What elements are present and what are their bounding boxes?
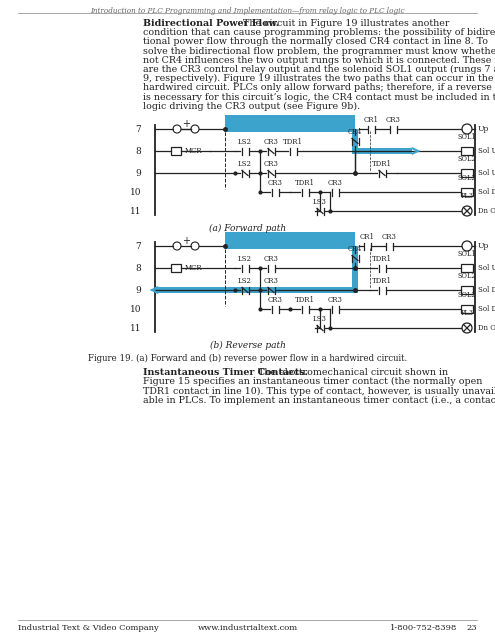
Text: Industrial Text & Video Company: Industrial Text & Video Company <box>18 624 159 632</box>
Text: Sol Up: Sol Up <box>478 147 495 155</box>
Text: SOL2: SOL2 <box>458 291 476 299</box>
Text: Sol Up: Sol Up <box>478 264 495 272</box>
Text: logic driving the CR3 output (see Figure 9b).: logic driving the CR3 output (see Figure… <box>143 102 360 111</box>
Text: LS2: LS2 <box>238 255 252 262</box>
Text: PL3: PL3 <box>460 309 474 317</box>
Text: CR1: CR1 <box>359 233 375 241</box>
Text: +: + <box>182 119 190 129</box>
Text: tional power flow through the normally closed CR4 contact in line 8. To: tional power flow through the normally c… <box>143 37 488 47</box>
Text: CR3: CR3 <box>328 179 343 186</box>
Text: 23: 23 <box>466 624 477 632</box>
Text: Sol Dn: Sol Dn <box>478 305 495 313</box>
Bar <box>461 147 473 155</box>
Text: CR3: CR3 <box>386 116 400 124</box>
Text: SOL2: SOL2 <box>458 155 476 163</box>
Text: hardwired circuit. PLCs only allow forward paths; therefore, if a reverse path: hardwired circuit. PLCs only allow forwa… <box>143 83 495 92</box>
Text: Up: Up <box>478 125 490 133</box>
Bar <box>352 148 412 154</box>
Bar <box>155 287 355 293</box>
Text: solve the bidirectional flow problem, the programmer must know whether or: solve the bidirectional flow problem, th… <box>143 47 495 56</box>
Bar <box>352 246 358 293</box>
Text: 1-800-752-8398: 1-800-752-8398 <box>390 624 457 632</box>
Text: TDR1: TDR1 <box>295 296 315 303</box>
Text: LS2: LS2 <box>238 138 252 145</box>
Text: CR1: CR1 <box>363 116 379 124</box>
Text: CR4: CR4 <box>348 128 362 136</box>
Text: SOL2: SOL2 <box>458 272 476 280</box>
Bar <box>461 305 473 313</box>
Text: TDR1: TDR1 <box>372 159 392 168</box>
Text: PL3: PL3 <box>460 192 474 200</box>
Text: Instantaneous Timer Contacts.: Instantaneous Timer Contacts. <box>143 368 308 377</box>
Text: (b) Reverse path: (b) Reverse path <box>209 341 286 350</box>
Text: CR3: CR3 <box>263 138 278 145</box>
Bar <box>352 129 358 154</box>
Text: able in PLCs. To implement an instantaneous timer contact (i.e., a contact: able in PLCs. To implement an instantane… <box>143 396 495 404</box>
Bar <box>461 264 473 272</box>
Bar <box>225 115 355 132</box>
Text: 10: 10 <box>130 188 141 196</box>
Text: SOL1: SOL1 <box>458 250 476 258</box>
Text: Sol Up: Sol Up <box>478 169 495 177</box>
Text: Dn ON: Dn ON <box>478 207 495 215</box>
Text: TDR1 contact in line 10). This type of contact, however, is usually unavail-: TDR1 contact in line 10). This type of c… <box>143 387 495 396</box>
Text: Sol Dn: Sol Dn <box>478 286 495 294</box>
Text: 10: 10 <box>130 305 141 314</box>
Text: Sol Dn: Sol Dn <box>478 188 495 196</box>
Text: 9, respectively). Figure 19 illustrates the two paths that can occur in the: 9, respectively). Figure 19 illustrates … <box>143 74 494 83</box>
Text: not CR4 influences the two output rungs to which it is connected. These rungs: not CR4 influences the two output rungs … <box>143 56 495 65</box>
Bar <box>461 169 473 177</box>
Text: The circuit in Figure 19 illustrates another: The circuit in Figure 19 illustrates ano… <box>240 19 449 28</box>
Text: LS2: LS2 <box>238 159 252 168</box>
Text: SOL1: SOL1 <box>458 133 476 141</box>
Text: LS2: LS2 <box>238 276 252 285</box>
Text: The electromechanical circuit shown in: The electromechanical circuit shown in <box>254 368 448 377</box>
Text: 11: 11 <box>130 207 141 216</box>
Text: 9: 9 <box>135 168 141 177</box>
Text: 7: 7 <box>135 125 141 134</box>
Text: SOL2: SOL2 <box>458 174 476 182</box>
Bar <box>171 147 181 155</box>
Text: LS3: LS3 <box>313 198 327 205</box>
Text: Figure 15 specifies an instantaneous timer contact (the normally open: Figure 15 specifies an instantaneous tim… <box>143 377 482 387</box>
Text: Introduction to PLC Programming and Implementation—from relay logic to PLC logic: Introduction to PLC Programming and Impl… <box>90 7 405 15</box>
Text: CR3: CR3 <box>263 276 278 285</box>
Text: 7: 7 <box>135 241 141 250</box>
Text: CR3: CR3 <box>268 296 283 303</box>
Text: TDR1: TDR1 <box>283 138 303 145</box>
Text: is necessary for this circuit’s logic, the CR4 contact must be included in the: is necessary for this circuit’s logic, t… <box>143 93 495 102</box>
Text: 8: 8 <box>135 147 141 156</box>
Text: TDR1: TDR1 <box>295 179 315 186</box>
Text: LS3: LS3 <box>313 314 327 323</box>
Text: MCR: MCR <box>185 147 202 155</box>
Text: CR3: CR3 <box>328 296 343 303</box>
Text: (a) Forward path: (a) Forward path <box>209 224 286 233</box>
Text: CR4: CR4 <box>348 245 362 253</box>
Bar <box>225 232 355 249</box>
Bar <box>171 264 181 272</box>
Text: TDR1: TDR1 <box>372 276 392 285</box>
Bar <box>461 286 473 294</box>
Text: Bidirectional Power Flow.: Bidirectional Power Flow. <box>143 19 279 28</box>
Text: condition that can cause programming problems: the possibility of bidirec-: condition that can cause programming pro… <box>143 28 495 37</box>
Text: 8: 8 <box>135 264 141 273</box>
Text: Dn ON: Dn ON <box>478 324 495 332</box>
Text: 11: 11 <box>130 323 141 333</box>
Text: www.industrialtext.com: www.industrialtext.com <box>198 624 297 632</box>
Text: TDR1: TDR1 <box>372 255 392 262</box>
Text: Up: Up <box>478 242 490 250</box>
Text: MCR: MCR <box>185 264 202 272</box>
Text: Figure 19. (a) Forward and (b) reverse power flow in a hardwired circuit.: Figure 19. (a) Forward and (b) reverse p… <box>88 354 407 363</box>
Text: CR3: CR3 <box>263 255 278 262</box>
Text: CR3: CR3 <box>263 159 278 168</box>
Text: are the CR3 control relay output and the solenoid SOL1 output (rungs 7 and: are the CR3 control relay output and the… <box>143 65 495 74</box>
Bar <box>461 188 473 196</box>
Text: CR3: CR3 <box>382 233 396 241</box>
Text: CR3: CR3 <box>268 179 283 186</box>
Text: +: + <box>182 236 190 246</box>
Text: 9: 9 <box>135 285 141 294</box>
